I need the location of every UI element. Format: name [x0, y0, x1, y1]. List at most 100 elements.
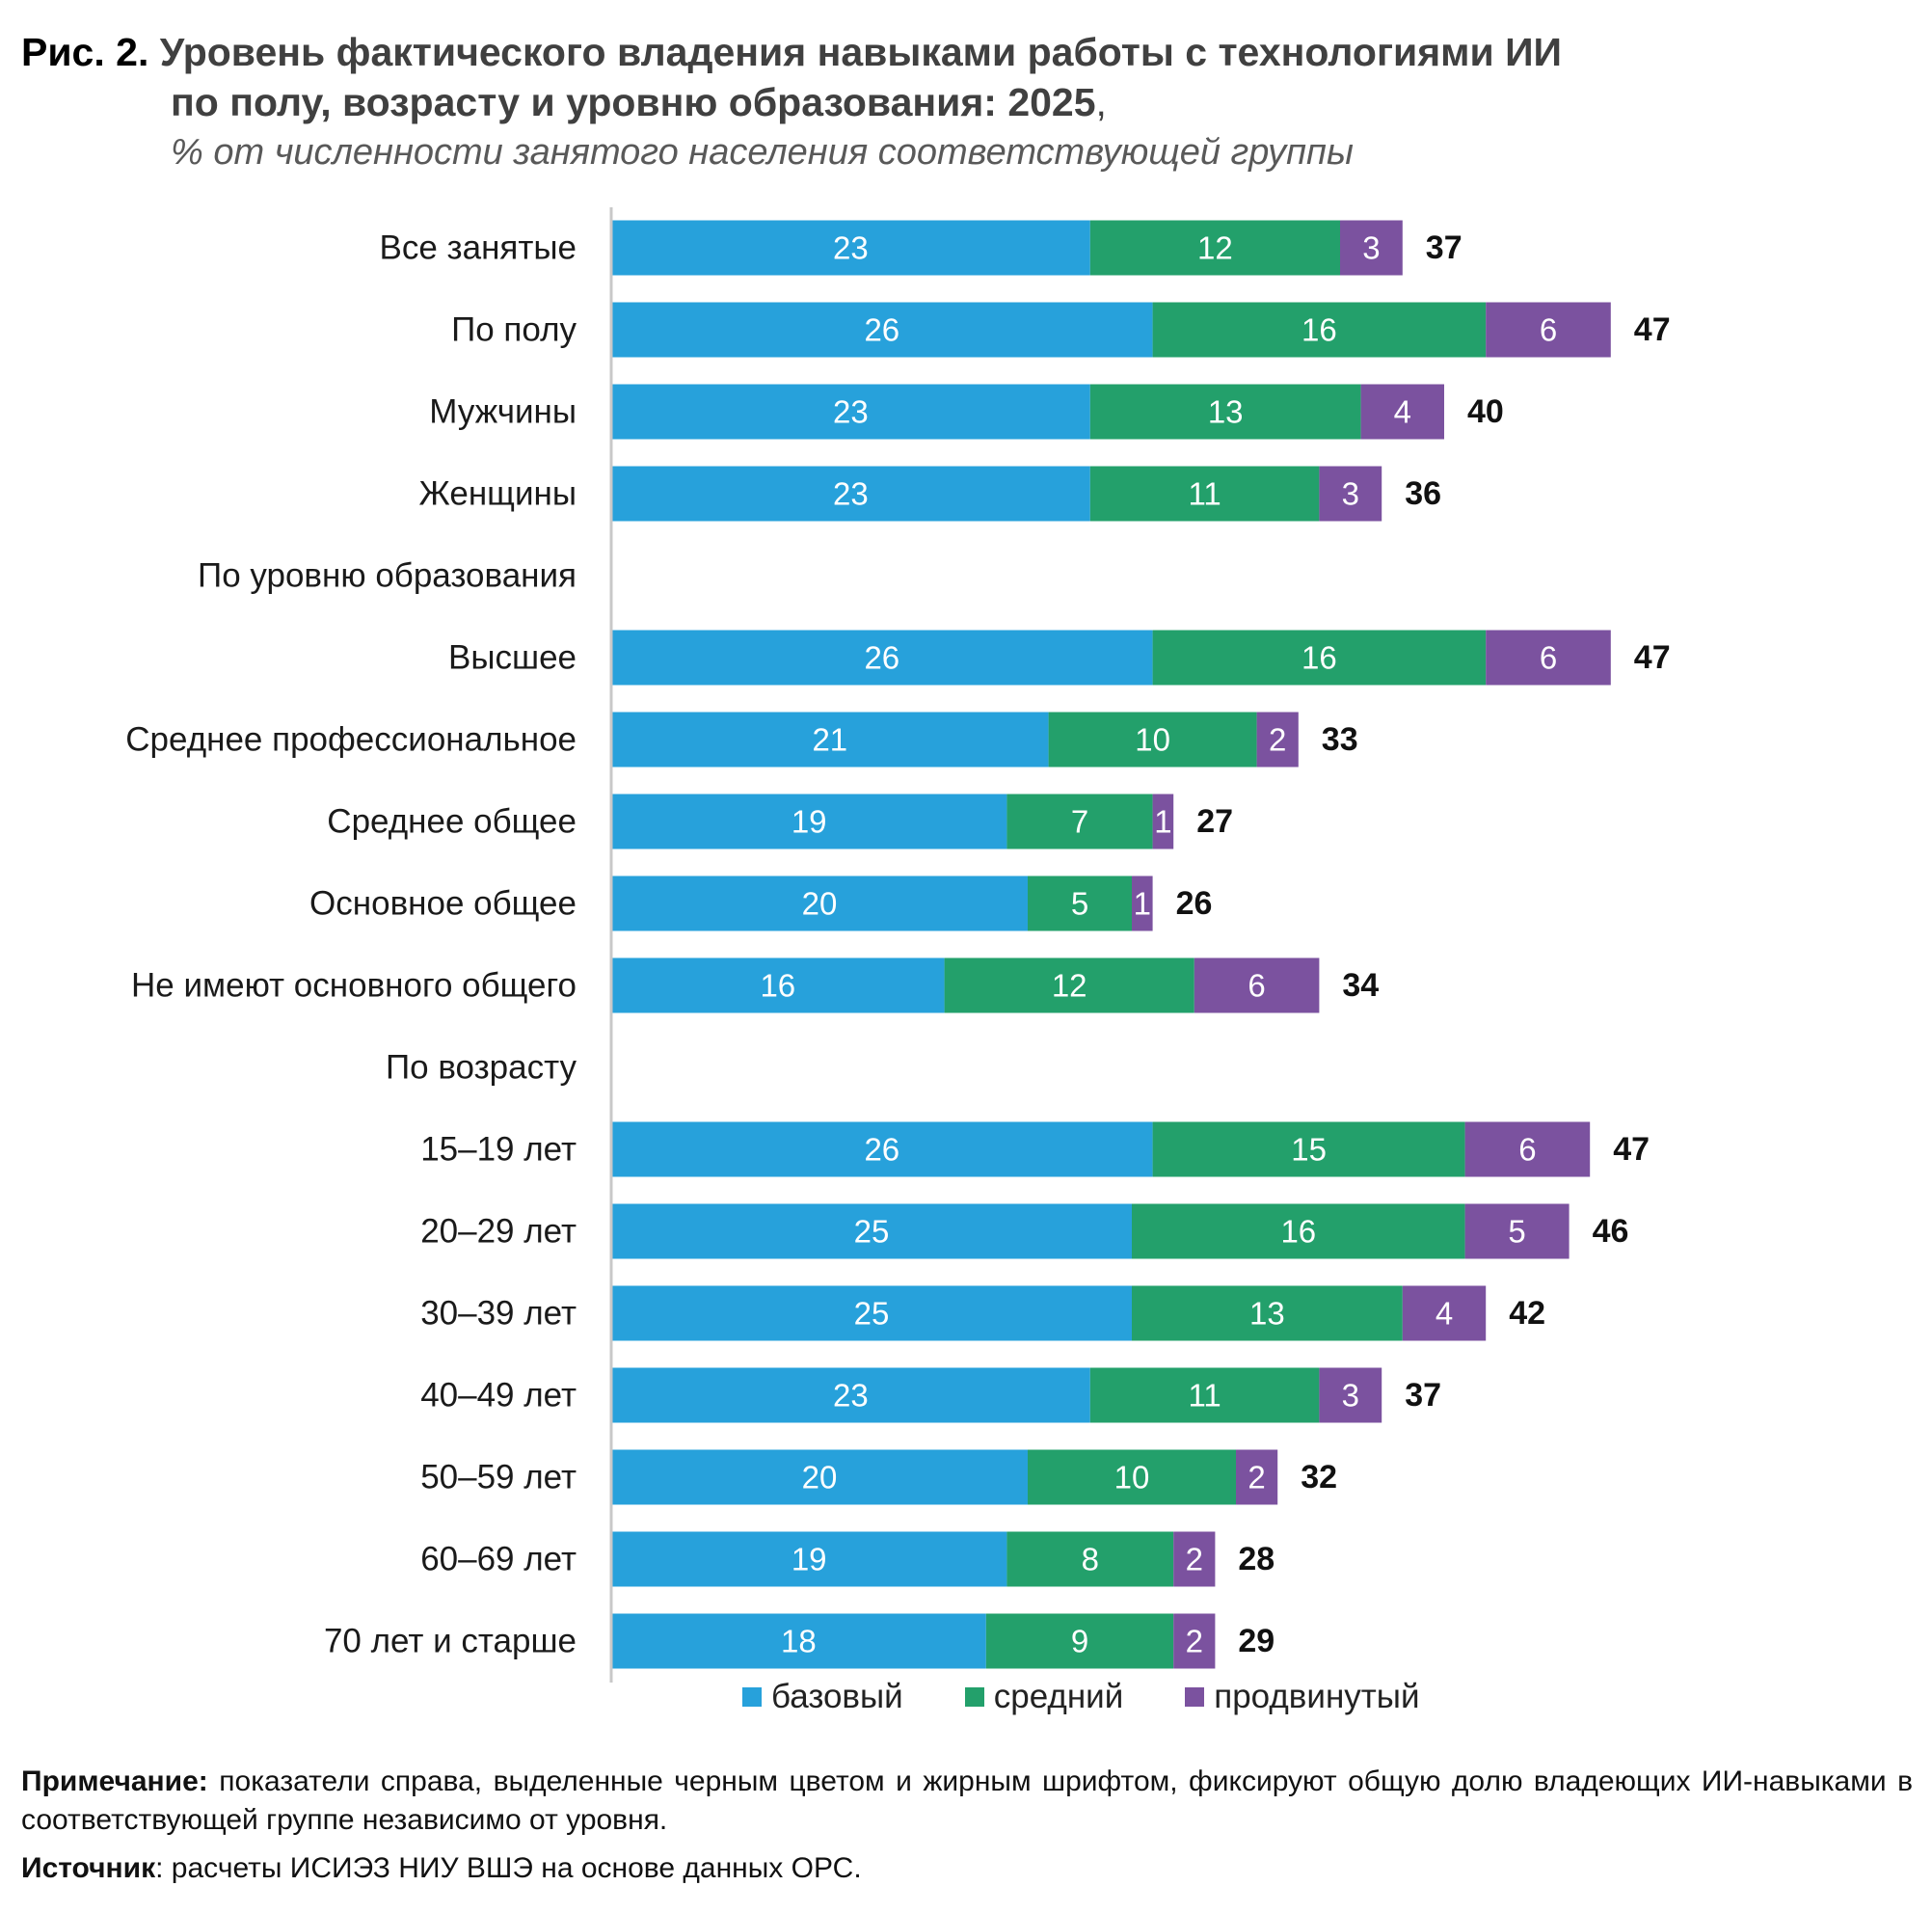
segment-value-label: 25	[854, 1214, 890, 1250]
total-value-label: 33	[1322, 721, 1358, 758]
source-label: Источник	[21, 1852, 156, 1884]
segment-value-label: 25	[854, 1296, 890, 1332]
bar-segment	[611, 1121, 1153, 1177]
bar-segment	[611, 384, 1090, 440]
category-label: 20–29 лет	[420, 1213, 577, 1251]
segment-value-label: 19	[792, 1542, 827, 1577]
source-line: Источник: расчеты ИСИЭЗ НИУ ВШЭ на основ…	[21, 1849, 862, 1888]
segment-value-label: 4	[1436, 1296, 1453, 1332]
bar-segment	[1194, 957, 1320, 1013]
legend-item-adv: продвинутый	[1185, 1678, 1420, 1716]
bar-segment	[611, 220, 1090, 276]
total-value-label: 40	[1467, 393, 1504, 430]
segment-value-label: 2	[1186, 1542, 1203, 1577]
category-label: 30–39 лет	[420, 1295, 577, 1333]
segment-value-label: 2	[1269, 722, 1286, 758]
category-label: Среднее профессиональное	[125, 721, 577, 759]
segment-value-label: 26	[864, 312, 899, 348]
segment-value-label: 9	[1071, 1624, 1088, 1659]
category-label: Среднее общее	[327, 803, 577, 841]
title-comma: ,	[1095, 80, 1107, 124]
segment-value-label: 5	[1071, 886, 1088, 922]
bar-segment	[985, 1613, 1174, 1669]
bar-segment	[611, 302, 1153, 358]
bar-segment	[1173, 1613, 1216, 1669]
total-value-label: 37	[1405, 1377, 1441, 1414]
bar-segment	[611, 712, 1049, 768]
total-value-label: 34	[1342, 967, 1379, 1004]
legend-label-adv: продвинутый	[1214, 1678, 1420, 1715]
segment-value-label: 6	[1540, 312, 1557, 348]
bar-segment	[611, 630, 1153, 686]
segment-value-label: 1	[1154, 804, 1171, 840]
segment-value-label: 12	[1052, 968, 1087, 1004]
category-label: По возрасту	[386, 1049, 577, 1087]
bar-segment	[611, 1449, 1028, 1505]
segment-value-label: 4	[1394, 394, 1411, 430]
bar-segment	[1132, 876, 1153, 931]
bar-segment	[1319, 1367, 1382, 1423]
bar-segment	[1089, 220, 1340, 276]
category-label: Не имеют основного общего	[131, 967, 577, 1005]
segment-value-label: 11	[1188, 1378, 1221, 1414]
source-text: : расчеты ИСИЭЗ НИУ ВШЭ на основе данных…	[155, 1852, 862, 1884]
bar-segment	[611, 794, 1007, 849]
segment-value-label: 8	[1082, 1542, 1099, 1577]
total-value-label: 29	[1238, 1623, 1275, 1659]
category-label: Женщины	[418, 475, 577, 513]
bar-segment	[1486, 630, 1611, 686]
bar-segment	[611, 1203, 1132, 1259]
bar-segment	[1236, 1449, 1278, 1505]
segment-value-label: 7	[1071, 804, 1088, 840]
legend: базовый средний продвинутый	[742, 1678, 1482, 1716]
category-label: По уровню образования	[198, 557, 577, 595]
bar-segment	[1152, 1121, 1465, 1177]
segment-value-label: 6	[1540, 640, 1557, 676]
legend-item-base: базовый	[742, 1678, 903, 1716]
bar-segment	[1402, 1285, 1487, 1341]
bar-segment	[1028, 876, 1132, 931]
legend-swatch-base	[742, 1687, 762, 1707]
segment-value-label: 5	[1508, 1214, 1525, 1250]
category-label: По полу	[451, 311, 577, 349]
segment-value-label: 23	[833, 230, 869, 266]
segment-value-label: 20	[802, 1460, 838, 1495]
footnote: Примечание: показатели справа, выделенны…	[21, 1763, 1913, 1840]
bar-segment	[611, 1613, 986, 1669]
bar-segment	[1152, 630, 1487, 686]
chart-title-text1: Уровень фактического владения навыками р…	[159, 30, 1563, 74]
total-value-label: 36	[1405, 475, 1441, 512]
segment-value-label: 2	[1248, 1460, 1265, 1495]
chart-title-line1: Рис. 2. Уровень фактического владения на…	[21, 27, 1911, 77]
bar-segment	[611, 1367, 1090, 1423]
legend-swatch-mid	[964, 1687, 984, 1707]
bar-segment	[1089, 466, 1320, 522]
total-value-label: 47	[1634, 639, 1671, 676]
bar-segment	[1152, 302, 1487, 358]
category-label: 60–69 лет	[420, 1541, 577, 1578]
category-label: Все занятые	[380, 229, 577, 267]
segment-value-label: 21	[812, 722, 847, 758]
bar-segment	[1089, 1367, 1320, 1423]
segment-value-label: 2	[1186, 1624, 1203, 1659]
category-label: 70 лет и старше	[324, 1623, 577, 1660]
bar-segment	[1132, 1285, 1403, 1341]
bar-segment	[1256, 712, 1299, 768]
bar-segment	[1152, 794, 1174, 849]
legend-item-mid: средний	[964, 1678, 1123, 1716]
segment-value-label: 13	[1249, 1296, 1285, 1332]
bar-segment	[1486, 302, 1611, 358]
bar-segment	[1464, 1203, 1570, 1259]
bar-segment	[611, 1531, 1007, 1587]
note-text: показатели справа, выделенные черным цве…	[21, 1765, 1914, 1836]
segment-value-label: 3	[1342, 1378, 1359, 1414]
chart-title-block: Рис. 2. Уровень фактического владения на…	[21, 27, 1911, 177]
segment-value-label: 23	[833, 476, 869, 512]
category-labels: Все занятые По полу Мужчины Женщины По уровн…	[125, 229, 577, 1660]
bar-segment	[1089, 384, 1361, 440]
bar-segment	[1048, 712, 1257, 768]
total-value-label: 28	[1238, 1541, 1275, 1577]
chart-subtitle: % от численности занятого населения соот…	[171, 132, 1354, 173]
segment-value-label: 13	[1208, 394, 1244, 430]
